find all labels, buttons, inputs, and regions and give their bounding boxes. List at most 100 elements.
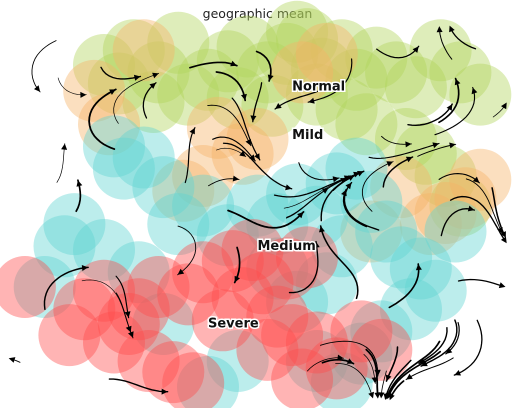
point-medium-25 — [206, 330, 269, 392]
point-normal-25 — [335, 93, 398, 156]
streamline-72 — [113, 73, 160, 124]
streamline-arrow-41 — [109, 89, 116, 95]
streamline-arrow-62 — [239, 150, 246, 157]
point-mild-2 — [112, 19, 175, 82]
point-severe-6 — [142, 341, 205, 404]
streamline-69 — [227, 209, 305, 229]
streamline-27 — [361, 161, 394, 212]
point-severe-7 — [162, 352, 225, 408]
point-normal-9 — [276, 8, 338, 71]
point-severe-13 — [271, 348, 334, 408]
point-normal-30 — [266, 0, 329, 63]
point-medium-24 — [246, 237, 309, 300]
streamline-arrow-19 — [332, 176, 340, 183]
point-normal-8 — [256, 22, 319, 85]
streamline-arrow-0 — [8, 357, 16, 363]
streamline-54 — [307, 357, 344, 372]
point-mild-9 — [295, 22, 358, 85]
streamline-63 — [215, 71, 247, 102]
point-normal-29 — [429, 174, 492, 237]
point-normal-7 — [236, 41, 299, 104]
streamline-arrow-3 — [446, 104, 453, 111]
streamline-arrow-71 — [319, 226, 325, 233]
streamline-arrow-59 — [250, 115, 257, 122]
point-medium-13 — [340, 170, 403, 233]
streamline-arrow-50 — [383, 393, 390, 400]
streamline-arrow-26 — [34, 85, 41, 92]
point-medium-34 — [295, 252, 358, 315]
streamline-arrow-77 — [419, 357, 426, 364]
streamline-arrow-7 — [406, 373, 413, 380]
point-medium-7 — [226, 174, 289, 237]
streamline-arrow-72 — [152, 72, 159, 79]
streamline-28 — [438, 77, 460, 124]
streamline-arrow-13 — [368, 391, 374, 399]
streamline-arrow-60 — [133, 74, 141, 81]
labels-layer: Normal Mild Medium Severe — [207, 78, 347, 333]
cluster-label-medium: Medium — [258, 239, 316, 254]
streamline-70 — [189, 61, 238, 69]
streamline-arrow-32 — [149, 82, 156, 89]
streamline-arrow-37 — [405, 156, 413, 163]
streamline-arrow-69 — [297, 211, 304, 219]
point-severe-9 — [211, 267, 274, 330]
point-severe-18 — [172, 241, 235, 304]
point-normal-23 — [285, 63, 348, 126]
point-severe-25 — [38, 304, 101, 367]
streamline-arrow-5 — [445, 347, 453, 354]
streamline-7 — [405, 357, 454, 381]
streamline-arrow-68 — [374, 392, 381, 399]
streamline-60 — [100, 66, 142, 80]
point-medium-33 — [310, 215, 373, 278]
streamline-arrow-12 — [436, 26, 443, 33]
point-mild-14 — [414, 182, 477, 244]
streamline-47 — [376, 45, 420, 59]
streamline-arrow-61 — [353, 171, 360, 178]
streamline-arrow-33 — [81, 265, 89, 271]
point-normal-31 — [87, 52, 150, 115]
point-mild-3 — [186, 96, 249, 159]
streamline-55 — [115, 275, 130, 319]
point-normal-22 — [241, 74, 304, 137]
streamline-2 — [343, 181, 380, 231]
streamline-45 — [231, 97, 261, 161]
streamline-arrow-55 — [124, 311, 131, 318]
point-severe-10 — [231, 252, 294, 315]
streamline-14 — [212, 136, 256, 162]
point-medium-26 — [177, 355, 239, 408]
point-severe-27 — [276, 226, 338, 289]
streamline-arrow-53 — [80, 91, 87, 98]
point-mild-0 — [63, 59, 126, 122]
streamline-arrow-16 — [500, 236, 507, 244]
point-medium-8 — [246, 193, 309, 256]
streamline-arrow-74 — [343, 175, 351, 182]
point-severe-15 — [305, 337, 368, 400]
streamline-arrow-70 — [230, 60, 237, 67]
point-normal-2 — [127, 41, 190, 104]
point-medium-14 — [355, 200, 418, 263]
point-medium-10 — [285, 185, 348, 248]
streamline-arrow-52 — [371, 377, 378, 384]
point-mild-5 — [152, 159, 215, 222]
point-medium-31 — [13, 256, 76, 318]
point-normal-20 — [157, 63, 220, 126]
streamline-arrow-6 — [498, 282, 506, 289]
point-severe-0 — [0, 256, 56, 318]
point-normal-1 — [102, 19, 165, 82]
streamline-arrow-23 — [234, 275, 240, 283]
streamline-arrow-56 — [500, 231, 506, 238]
point-medium-29 — [73, 219, 135, 281]
point-medium-27 — [132, 293, 195, 355]
streamline-arrow-64 — [415, 264, 422, 271]
point-mild-6 — [172, 145, 235, 207]
streamline-37 — [382, 156, 414, 188]
streamline-40 — [368, 142, 440, 159]
streamline-arrow-43 — [275, 103, 282, 109]
streamline-73 — [420, 319, 458, 367]
point-medium-1 — [92, 137, 155, 200]
cluster-label-severe: Severe — [208, 317, 259, 332]
streamline-75 — [434, 86, 476, 136]
streamline-arrow-73 — [421, 360, 428, 367]
streamline-13 — [335, 363, 373, 395]
